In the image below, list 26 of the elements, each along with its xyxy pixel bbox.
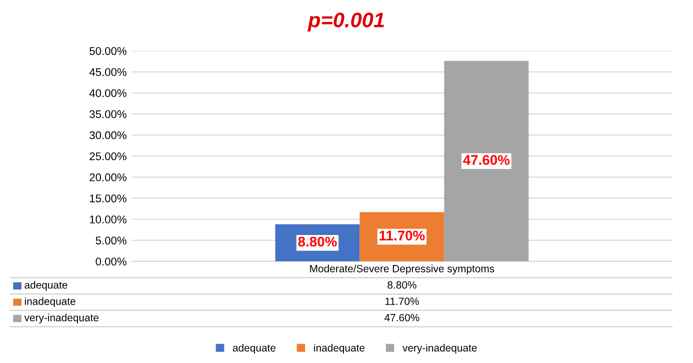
legend-label: adequate <box>232 344 276 354</box>
text: 8.80% <box>388 281 416 289</box>
y-tick-label: 40.00% <box>89 89 126 98</box>
text: very-inadequate <box>24 314 98 324</box>
y-tick-label: 20.00% <box>90 173 126 182</box>
y-tick-label: 10.00% <box>90 216 126 224</box>
text: adequate <box>24 281 68 291</box>
text: 11.70% <box>385 298 419 305</box>
x-tick-label: Moderate/Severe Depressive symptoms <box>310 264 494 274</box>
y-tick-label: 35.00% <box>90 110 126 118</box>
bar <box>444 60 529 262</box>
text: inadequate <box>24 297 76 308</box>
y-tick-label: 45.00% <box>89 68 126 76</box>
y-tick-label: 50.00% <box>90 47 126 55</box>
y-tick-label: 0.00% <box>96 258 126 266</box>
data-label: 11.70% <box>380 230 425 240</box>
legend-label: very-inadequate <box>402 344 477 354</box>
data-label: 47.60% <box>463 155 510 165</box>
legend-label: inadequate <box>314 344 365 354</box>
y-tick-label: 15.00% <box>90 194 126 202</box>
y-tick-label: 25.00% <box>90 152 126 160</box>
y-tick-label: 30.00% <box>90 131 126 140</box>
text: 47.60% <box>384 314 420 322</box>
data-label: 8.80% <box>298 236 337 247</box>
y-tick-label: 5.00% <box>96 236 126 244</box>
chart-title: p=0.001 <box>308 12 384 32</box>
